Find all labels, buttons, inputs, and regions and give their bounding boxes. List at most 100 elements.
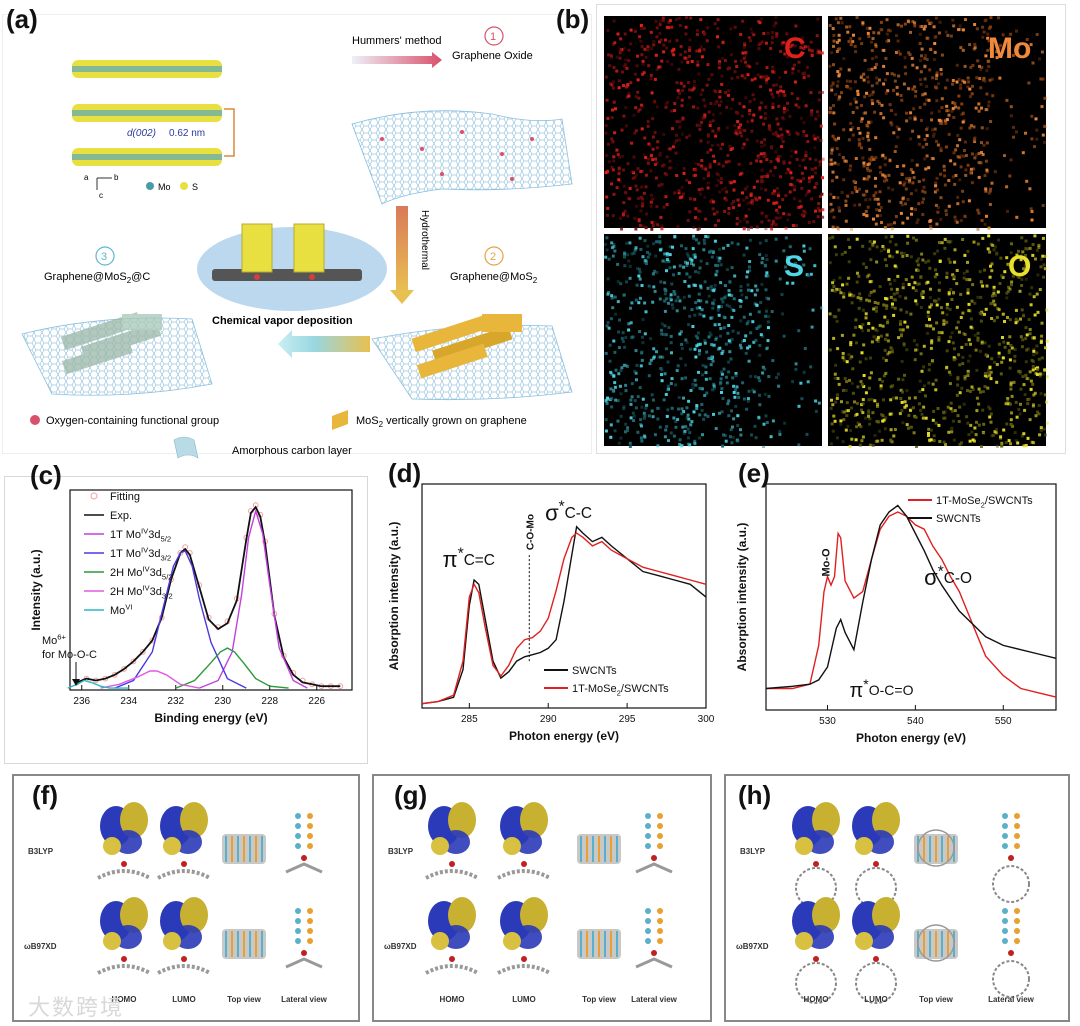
- carbon-layer-icon: [173, 436, 199, 459]
- column-label: HOMO: [440, 995, 465, 1004]
- orbital-lobe-group: [157, 897, 211, 975]
- column-label: LUMO: [512, 995, 536, 1004]
- method-label: B3LYP: [28, 847, 54, 856]
- orbital-lobe-group: [97, 802, 151, 880]
- series-line: [114, 550, 247, 689]
- panel-a-label: (a): [6, 4, 38, 34]
- c-o-mo-label: C-O-Mo: [525, 514, 536, 550]
- legend-entry: SWCNTs: [936, 513, 981, 525]
- column-label: HOMO: [112, 995, 137, 1004]
- panel-f-label: (f): [32, 780, 58, 810]
- panel-a-frame: [2, 14, 592, 454]
- molecule-view: [285, 813, 323, 874]
- legend-carbon: Amorphous carbon layer: [232, 445, 352, 457]
- x-tick-label: 540: [907, 716, 924, 727]
- panel-g-label: (g): [394, 780, 428, 810]
- eds-maps: C Mo S O: [604, 16, 1049, 448]
- svg-text:c: c: [99, 191, 103, 200]
- x-tick-label: 290: [540, 714, 557, 725]
- molecule-view: [222, 834, 266, 864]
- mo-o-label: Mo-O: [820, 548, 832, 577]
- step1-number: 1: [490, 31, 496, 43]
- orbital-figure-g: B3LYP ωB97XD HOMO LUMO Top view Lateral view: [384, 802, 678, 1004]
- y-axis-label: Absorption intensity (a.u.): [387, 522, 401, 671]
- series-point: [139, 649, 146, 655]
- legend-oxygen: Oxygen-containing functional group: [46, 415, 219, 427]
- pi-oco-label: π*O-C=O: [849, 676, 913, 702]
- column-label: Top view: [227, 995, 261, 1004]
- panel-b-label: (b): [556, 4, 590, 34]
- series-point: [121, 666, 127, 672]
- chart-nexafs-o: 530 540 550 Photon energy (eV) Absorption in…: [735, 483, 1057, 745]
- d-spacing-value: 0.62 nm: [169, 128, 205, 139]
- eds-map-s: S: [604, 234, 824, 448]
- eds-map-mo: Mo: [828, 16, 1047, 231]
- x-tick-label: 232: [167, 696, 184, 707]
- mo-atom-icon: [146, 182, 154, 190]
- panel-e-label: (e): [738, 458, 770, 488]
- x-tick-label: 285: [461, 714, 478, 725]
- method-label: ωB97XD: [736, 942, 769, 951]
- molecule-view: [992, 813, 1030, 903]
- column-label: Top view: [919, 995, 953, 1004]
- method-label: B3LYP: [388, 847, 414, 856]
- orbital-lobe-group: [157, 802, 211, 880]
- method-label: ωB97XD: [24, 942, 57, 951]
- eds-map-o: O: [828, 234, 1049, 448]
- column-label: HOMO: [804, 995, 829, 1004]
- molecule-view: [577, 929, 621, 959]
- molecule-view: [914, 829, 958, 867]
- x-tick-label: 550: [995, 716, 1012, 727]
- eds-map-label: C: [784, 32, 806, 65]
- x-tick-label: 228: [261, 696, 278, 707]
- legend-swatch: [90, 492, 98, 500]
- molecule-view: [914, 924, 958, 962]
- x-tick-label: 236: [73, 696, 90, 707]
- legend-mos2: MoS2 vertically grown on graphene: [356, 415, 527, 429]
- series-line: [766, 511, 1057, 698]
- panel-h-label: (h): [738, 780, 772, 810]
- orbital-lobe-group: [497, 802, 551, 880]
- panel-a-schematic: d(002) 0.62 nm a b c Mo S Hummers' metho…: [21, 26, 573, 459]
- svg-text:a: a: [84, 173, 89, 182]
- orbital-lobe-group: [497, 897, 551, 975]
- molecule-view: [285, 908, 323, 969]
- column-label: Lateral view: [281, 995, 328, 1004]
- molecule-view: [635, 813, 673, 874]
- panel-c-frame: [4, 476, 368, 764]
- series-line: [100, 670, 200, 689]
- eds-map-label: O: [1008, 250, 1031, 283]
- panel-c-label: (c): [30, 460, 62, 490]
- legend-entry: MoVI: [110, 603, 133, 617]
- mos2-layer-structure: [72, 60, 235, 166]
- orbital-lobe-group: [425, 802, 479, 880]
- svg-text:S: S: [192, 182, 198, 192]
- x-tick-label: 295: [619, 714, 636, 725]
- pi-cc-label: π*C=C: [443, 545, 495, 572]
- x-tick-label: 530: [819, 716, 836, 727]
- x-axis-label: Binding energy (eV): [154, 711, 267, 725]
- legend-entry: 1T MoIV3d3/2: [110, 546, 171, 563]
- mo6-annotation: Mo6+: [42, 633, 67, 647]
- series-line: [421, 532, 707, 705]
- y-axis-label: Absorption intensity (a.u.): [735, 523, 749, 672]
- mo6-arrowhead: [72, 679, 80, 686]
- watermark: 大数跨境: [28, 996, 125, 1021]
- step2-number: 2: [490, 251, 496, 263]
- s-atom-icon: [180, 182, 188, 190]
- legend-entry: Fitting: [110, 491, 140, 503]
- x-tick-label: 230: [214, 696, 231, 707]
- d-spacing-label: d(002): [127, 128, 156, 139]
- plot-frame: [421, 483, 707, 709]
- step2-product: Graphene@MoS2: [450, 271, 538, 285]
- orbital-figure-f: B3LYP ωB97XD HOMO LUMO Top view Lateral view: [24, 802, 328, 1004]
- mo6-for-annotation: for Mo-O-C: [42, 649, 97, 661]
- step3-number: 3: [101, 251, 107, 263]
- step3-product: Graphene@MoS2@C: [44, 271, 150, 285]
- svg-text:Mo: Mo: [158, 182, 171, 192]
- sigma-co-label: σ*C-O: [924, 563, 972, 590]
- chart-nexafs-c: 285 290 295 300 Photon energy (eV) Absorption…: [387, 483, 715, 743]
- panel-d-label: (d): [388, 458, 422, 488]
- oxygen-group-icon: [30, 415, 40, 425]
- plot-frame: [69, 489, 353, 691]
